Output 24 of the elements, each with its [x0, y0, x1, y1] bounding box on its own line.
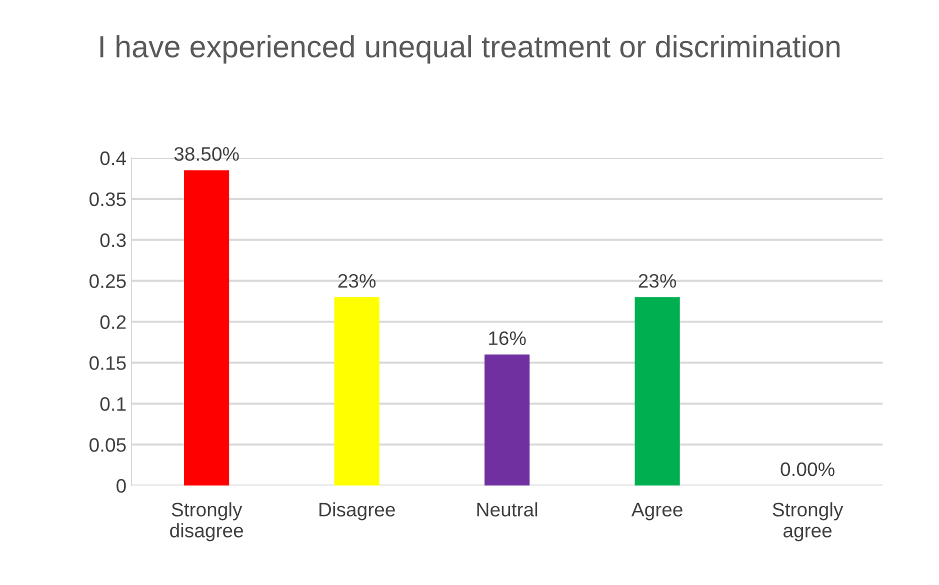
- y-tick-label: 0.1: [100, 397, 126, 411]
- x-tick-label: Strongly disagree: [170, 502, 244, 542]
- bar: [484, 354, 530, 486]
- y-tick-label: 0.15: [90, 356, 126, 370]
- chart-title: I have experienced unequal treatment or discrimination: [100, 35, 840, 64]
- data-label: 0.00%: [780, 462, 834, 476]
- data-label: 16%: [489, 331, 526, 346]
- y-tick-label: 0.3: [100, 233, 126, 248]
- data-label: 23%: [638, 274, 676, 288]
- y-tick-label: 0.4: [100, 151, 126, 166]
- y-tick-label: 0.35: [90, 192, 126, 206]
- data-label: 23%: [338, 274, 376, 288]
- y-tick-label: 0.05: [90, 438, 126, 452]
- bar: [184, 170, 230, 486]
- y-tick-label: 0.25: [90, 274, 126, 288]
- bar: [634, 297, 680, 486]
- y-tick-label: 0.2: [100, 315, 126, 329]
- x-tick-label: Strongly agree: [772, 502, 844, 542]
- y-tick-label: 0: [116, 479, 126, 493]
- x-tick-label: Disagree: [320, 502, 395, 520]
- x-tick-label: Neutral: [477, 502, 538, 516]
- x-tick-label: Agree: [631, 502, 682, 520]
- bar: [334, 297, 380, 486]
- data-label: 38.50%: [174, 147, 239, 161]
